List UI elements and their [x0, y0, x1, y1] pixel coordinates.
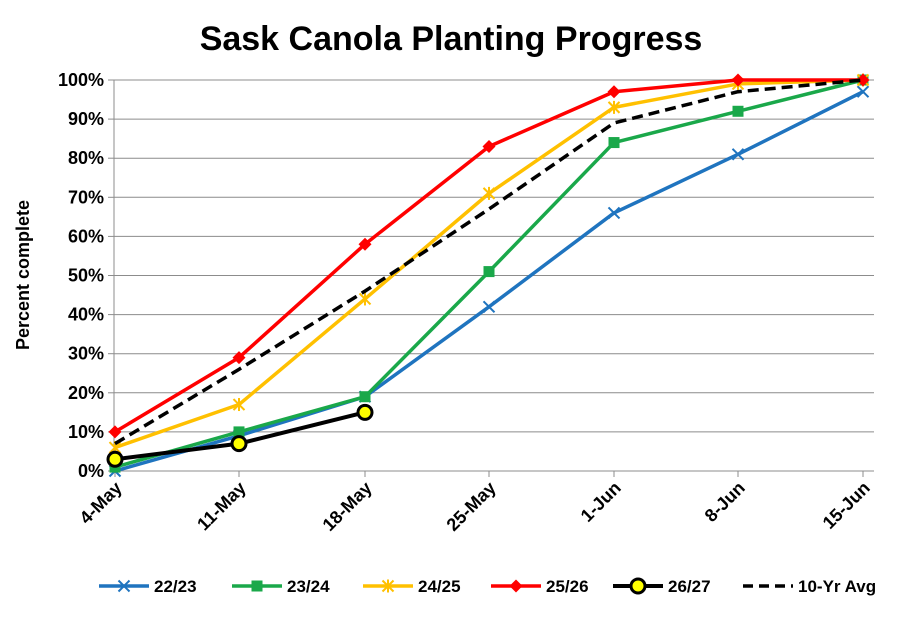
data-point [106, 450, 124, 468]
series-26-27 [106, 403, 374, 468]
data-point [230, 435, 248, 453]
data-point [732, 105, 744, 117]
y-tick-label: 0% [78, 461, 104, 481]
data-point [607, 100, 621, 114]
data-point-stroke [731, 148, 745, 161]
data-point [358, 237, 372, 251]
grid-lines [114, 79, 874, 433]
data-point-stroke [117, 579, 131, 593]
data-point [607, 85, 621, 99]
data-point [356, 403, 374, 421]
y-tick-label: 80% [68, 148, 104, 168]
data-point [731, 148, 745, 161]
data-point [482, 300, 496, 313]
x-tick-label: 25-May [443, 478, 500, 535]
data-point-stroke [607, 206, 621, 220]
x-tick-label: 11-May [193, 478, 250, 535]
data-point-stroke [856, 85, 870, 98]
y-tick-label: 10% [68, 422, 104, 442]
axes [108, 79, 874, 477]
legend-item: 26/27 [613, 577, 711, 596]
data-point [509, 579, 523, 593]
legend-label: 24/25 [418, 577, 461, 596]
y-tick-label: 50% [68, 266, 104, 286]
data-point [232, 351, 246, 365]
tick-labels: 0% 10% 20% 30% 40% 50% 60% 70% 80% 90% 100% 4-May 11… [58, 70, 874, 535]
legend-item: 10-Yr Avg [743, 577, 876, 596]
data-point [856, 85, 870, 98]
x-tick-label: 15-Jun [819, 478, 874, 533]
y-tick-label: 60% [68, 226, 104, 246]
x-tick-label: 18-May [319, 478, 376, 535]
data-point [117, 579, 131, 593]
series-group [106, 73, 870, 478]
legend-label: 25/26 [546, 577, 589, 596]
legend-item: 23/24 [232, 577, 330, 596]
legend-item: 24/25 [363, 577, 461, 596]
y-tick-label: 40% [68, 305, 104, 325]
series-10-yr-avg [114, 78, 864, 446]
legend-label: 23/24 [287, 577, 330, 596]
y-tick-label: 30% [68, 344, 104, 364]
series-24-25 [108, 73, 870, 455]
data-point [359, 391, 371, 403]
series-line [114, 78, 863, 434]
series-23-24 [109, 74, 869, 473]
data-point [731, 73, 745, 87]
data-point [608, 137, 620, 149]
y-axis-label: Percent complete [13, 200, 33, 350]
data-point [856, 73, 870, 87]
data-point [482, 186, 496, 200]
data-point [233, 426, 245, 438]
series-25-26 [108, 73, 870, 439]
x-tick-label: 1-Jun [577, 478, 625, 526]
x-tick-label: 8-Jun [701, 478, 749, 526]
legend-label: 10-Yr Avg [798, 577, 876, 596]
data-point [108, 425, 122, 439]
data-point [607, 206, 621, 220]
data-point [629, 577, 647, 595]
legend-label: 22/23 [154, 577, 197, 596]
legend-label: 26/27 [668, 577, 711, 596]
series-line [114, 78, 864, 446]
x-tick-label: 4-May [76, 478, 126, 528]
data-point [251, 580, 263, 592]
legend-item: 22/23 [99, 577, 197, 596]
legend-item: 25/26 [491, 577, 589, 596]
y-tick-label: 70% [68, 187, 104, 207]
data-point [482, 139, 496, 153]
y-tick-label: 100% [58, 70, 104, 90]
data-point [232, 398, 246, 412]
data-point [381, 579, 395, 593]
data-point-stroke [482, 300, 496, 313]
y-tick-label: 20% [68, 383, 104, 403]
data-point [483, 266, 495, 278]
data-point [358, 292, 372, 306]
y-tick-label: 90% [68, 109, 104, 129]
chart-title: Sask Canola Planting Progress [200, 20, 703, 58]
legend: 22/23 23/24 24/25 25/26 26/27 10-Yr Avg [99, 577, 876, 596]
